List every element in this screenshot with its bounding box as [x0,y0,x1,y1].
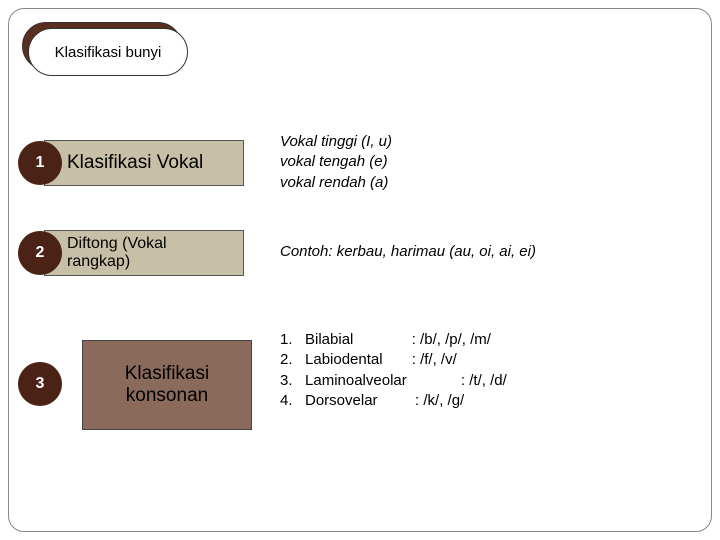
detail-3: 1. Bilabial : /b/, /p/, /m/ 2. Labiodent… [280,330,507,411]
title-container: Klasifikasi bunyi [28,28,188,76]
detail-1-line-0: Vokal tinggi (I, u) [280,132,392,152]
label-3: Klasifikasi konsonan [82,340,252,430]
detail-2-line-0: Contoh: kerbau, harimau (au, oi, ai, ei) [280,242,536,262]
title-text: Klasifikasi bunyi [55,44,162,61]
label-1-text: Klasifikasi Vokal [67,152,203,174]
label-2: Diftong (Vokal rangkap) [44,230,244,276]
badge-1-num: 1 [36,154,45,172]
label-1: Klasifikasi Vokal [44,140,244,186]
detail-1-line-2: vokal rendah (a) [280,173,392,193]
badge-2: 2 [18,231,62,275]
row-2: 2 Diftong (Vokal rangkap) [18,230,244,276]
badge-2-num: 2 [36,244,45,262]
label-2-text: Diftong (Vokal rangkap) [67,235,229,272]
badge-3-num: 3 [36,375,45,393]
detail-3-line-1: 2. Labiodental : /f/, /v/ [280,350,507,370]
badge-3: 3 [18,362,62,406]
detail-2: Contoh: kerbau, harimau (au, oi, ai, ei) [280,242,536,262]
detail-1-line-1: vokal tengah (e) [280,152,392,172]
row-3: 3 Klasifikasi konsonan [18,340,252,430]
label-3-text: Klasifikasi konsonan [83,363,251,407]
detail-1: Vokal tinggi (I, u) vokal tengah (e) vok… [280,132,392,193]
detail-3-line-0: 1. Bilabial : /b/, /p/, /m/ [280,330,507,350]
row-1: 1 Klasifikasi Vokal [18,140,244,186]
detail-3-line-2: 3. Laminoalveolar : /t/, /d/ [280,371,507,391]
detail-3-line-3: 4. Dorsovelar : /k/, /g/ [280,391,507,411]
badge-1: 1 [18,141,62,185]
slide-title: Klasifikasi bunyi [28,28,188,76]
